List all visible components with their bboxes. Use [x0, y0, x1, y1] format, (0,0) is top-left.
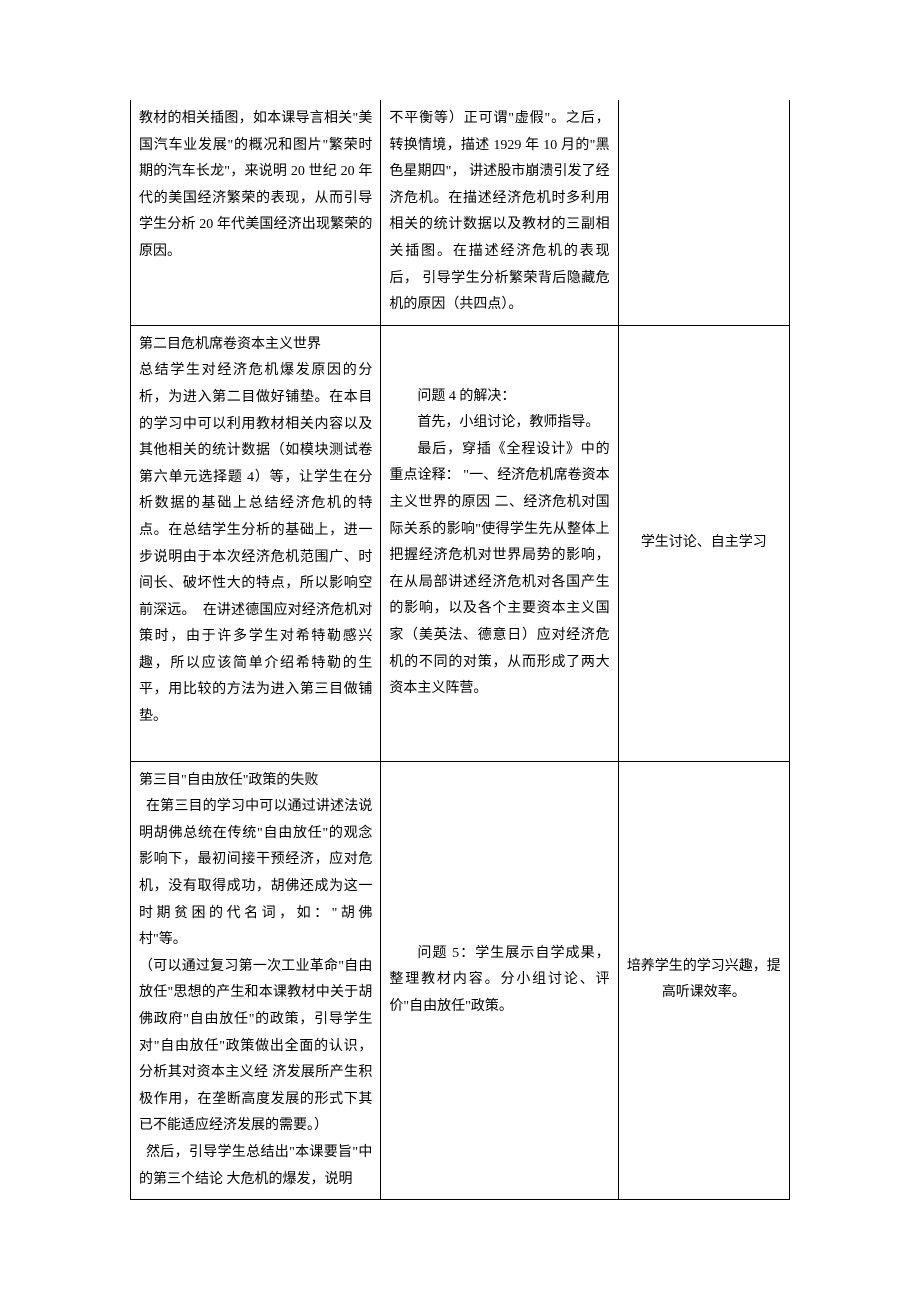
cell-text: （可以通过复习第一次工业革命"自由放任"思想的产生和本课教材中关于胡佛政府"自由…	[139, 954, 372, 1140]
cell-text: 首先，小组讨论，教师指导。	[389, 410, 609, 437]
teacher-activity-cell: 第二目危机席卷资本主义世界 总结学生对经济危机爆发原因的分析，为进入第二目做好铺…	[131, 325, 381, 761]
cell-text: 问题 5：学生展示自学成果，整理教材内容。分小组讨论、评价"自由放任"政策。	[389, 941, 609, 1021]
question-heading: 问题 4 的解决：	[389, 384, 609, 411]
table-row: 第三目"自由放任"政策的失败 在第三目的学习中可以通过讲述法说明胡佛总统在传统"…	[131, 761, 790, 1200]
section-heading: 第二目危机席卷资本主义世界	[139, 332, 372, 359]
teacher-activity-cell: 第三目"自由放任"政策的失败 在第三目的学习中可以通过讲述法说明胡佛总统在传统"…	[131, 761, 381, 1200]
cell-text: 在第三目的学习中可以通过讲述法说明胡佛总统在传统"自由放任"的观念影响下，最初间…	[139, 794, 372, 954]
student-activity-cell: 问题 5：学生展示自学成果，整理教材内容。分小组讨论、评价"自由放任"政策。	[381, 761, 618, 1200]
lesson-plan-table: 教材的相关插图，如本课导言相关"美国汽车业发展"的概况和图片"繁荣时期的汽车长龙…	[130, 100, 790, 1200]
cell-text: 然后，引导学生总结出"本课要旨"中的第三个结论 大危机的爆发，说明	[139, 1140, 372, 1193]
document-page: 教材的相关插图，如本课导言相关"美国汽车业发展"的概况和图片"繁荣时期的汽车长龙…	[0, 0, 920, 1260]
student-activity-cell: 不平衡等）正可谓"虚假"。之后，转换情境，描述 1929 年 10 月的"黑色星…	[381, 100, 618, 325]
teacher-activity-cell: 教材的相关插图，如本课导言相关"美国汽车业发展"的概况和图片"繁荣时期的汽车长龙…	[131, 100, 381, 325]
table-row: 第二目危机席卷资本主义世界 总结学生对经济危机爆发原因的分析，为进入第二目做好铺…	[131, 325, 790, 761]
cell-text: 教材的相关插图，如本课导言相关"美国汽车业发展"的概况和图片"繁荣时期的汽车长龙…	[139, 106, 372, 266]
intent-cell	[618, 100, 789, 325]
cell-text: 不平衡等）正可谓"虚假"。之后，转换情境，描述 1929 年 10 月的"黑色星…	[389, 106, 609, 319]
intent-cell: 学生讨论、自主学习	[618, 325, 789, 761]
cell-text: 培养学生的学习兴趣，提高听课效率。	[627, 959, 781, 1001]
table-row: 教材的相关插图，如本课导言相关"美国汽车业发展"的概况和图片"繁荣时期的汽车长龙…	[131, 100, 790, 325]
section-heading: 第三目"自由放任"政策的失败	[139, 768, 372, 795]
cell-text: 最后，穿插《全程设计》中的重点诠释： "一、经济危机席卷资本主义世界的原因 二、…	[389, 437, 609, 703]
intent-cell: 培养学生的学习兴趣，提高听课效率。	[618, 761, 789, 1200]
cell-text: 学生讨论、自主学习	[641, 535, 767, 550]
student-activity-cell: 问题 4 的解决： 首先，小组讨论，教师指导。 最后，穿插《全程设计》中的重点诠…	[381, 325, 618, 761]
cell-text: 总结学生对经济危机爆发原因的分析，为进入第二目做好铺垫。在本目的学习中可以利用教…	[139, 358, 372, 730]
